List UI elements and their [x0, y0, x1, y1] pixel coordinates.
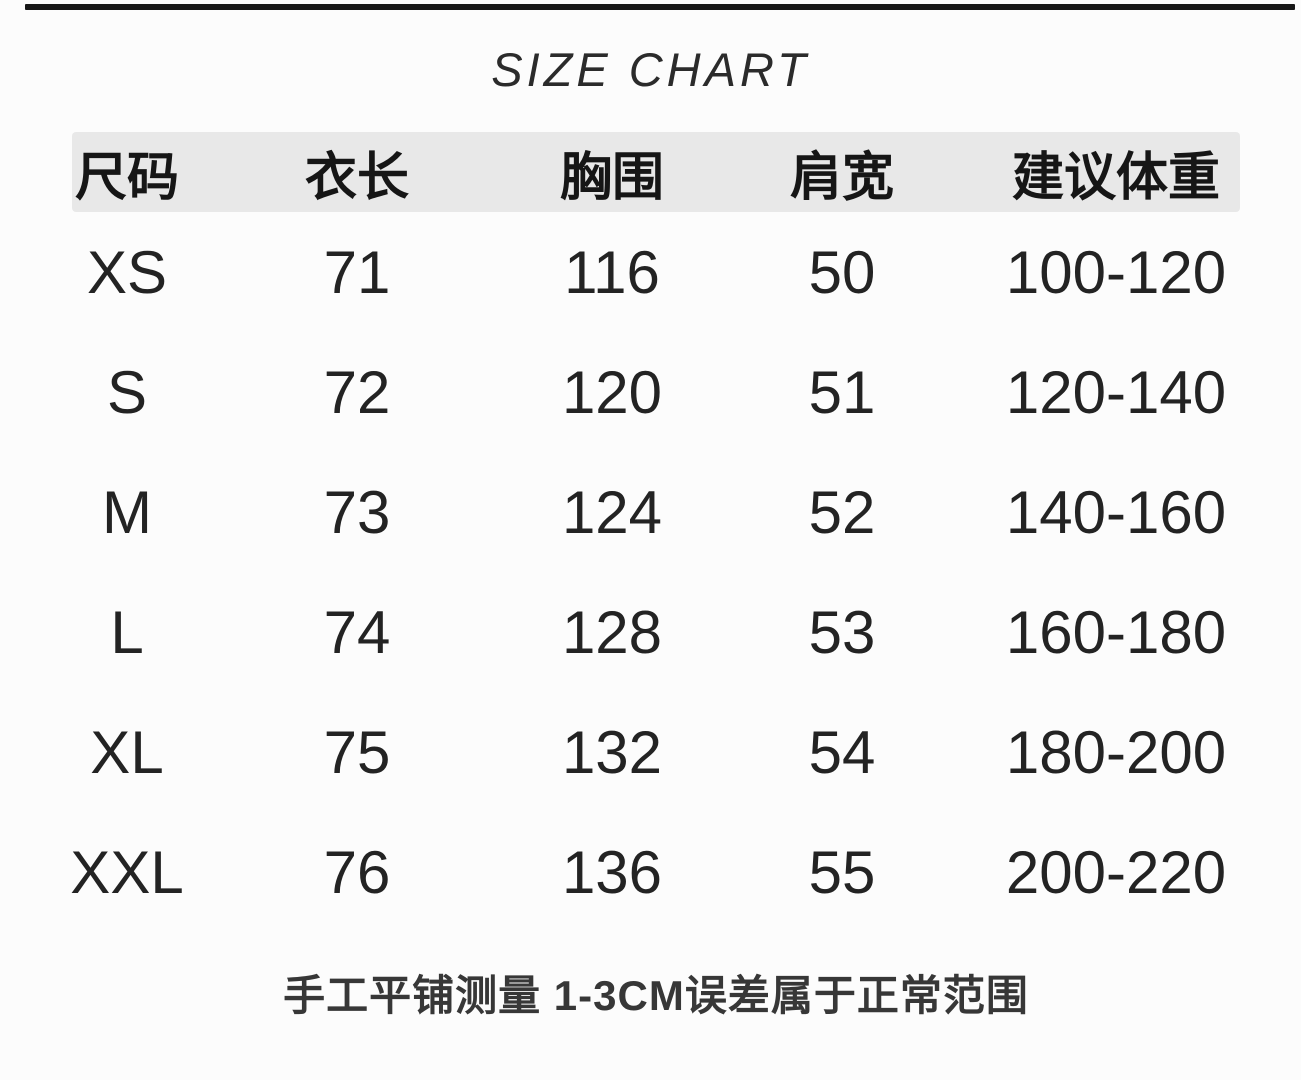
length-cell: 74 — [323, 598, 391, 666]
shoulder-cell: 55 — [808, 838, 876, 906]
chest-cell: 128 — [561, 598, 663, 666]
size-table: 尺码 衣长 胸围 肩宽 建议体重 XS 71 116 50 100-120 S … — [70, 132, 1240, 1023]
length-cell: 71 — [323, 238, 391, 306]
chest-cell: 132 — [561, 718, 663, 786]
header-cell-length: 衣长 — [304, 148, 409, 207]
header-cell-weight: 建议体重 — [1011, 148, 1220, 207]
length-cell: 72 — [323, 358, 391, 426]
shoulder-cell: 51 — [808, 358, 876, 426]
size-cell: XS — [86, 238, 168, 306]
shoulder-cell: 53 — [808, 598, 876, 666]
chest-cell: 116 — [564, 238, 660, 306]
weight-cell: 120-140 — [1005, 358, 1227, 426]
header-cell-size: 尺码 — [74, 148, 179, 207]
header-cell-chest: 胸围 — [559, 148, 664, 207]
length-cell: 75 — [323, 718, 391, 786]
weight-cell: 160-180 — [1005, 598, 1227, 666]
chest-cell: 124 — [561, 478, 663, 546]
weight-cell: 200-220 — [1005, 838, 1227, 906]
shoulder-cell: 54 — [808, 718, 876, 786]
chest-cell: 120 — [561, 358, 663, 426]
length-cell: 73 — [323, 478, 391, 546]
measurement-note: 手工平铺测量 1-3CM误差属于正常范围 — [283, 972, 1029, 1019]
weight-cell: 140-160 — [1005, 478, 1227, 546]
size-cell: L — [110, 598, 144, 666]
table-row-m: M 73 124 52 140-160 — [72, 452, 1240, 572]
size-cell: S — [106, 358, 148, 426]
table-row-s: S 72 120 51 120-140 — [72, 332, 1240, 452]
table-header-row: 尺码 衣长 胸围 肩宽 建议体重 — [72, 132, 1240, 212]
table-row-xxl: XXL 76 136 55 200-220 — [70, 812, 1240, 932]
length-cell: 76 — [323, 838, 391, 906]
shoulder-cell: 50 — [808, 238, 876, 306]
shoulder-cell: 52 — [808, 478, 876, 546]
weight-cell: 100-120 — [1005, 238, 1227, 306]
chest-cell: 136 — [561, 838, 663, 906]
weight-cell: 180-200 — [1005, 718, 1227, 786]
header-cell-shoulder: 肩宽 — [789, 148, 894, 207]
table-row-xs: XS 71 116 50 100-120 — [72, 212, 1240, 332]
size-cell: XXL — [70, 838, 184, 906]
size-cell: XL — [90, 718, 164, 786]
size-cell: M — [102, 478, 152, 546]
table-row-xl: XL 75 132 54 180-200 — [72, 692, 1240, 812]
chart-title: SIZE CHART — [491, 43, 810, 96]
table-row-l: L 74 128 53 160-180 — [72, 572, 1240, 692]
top-divider-line — [25, 4, 1295, 10]
